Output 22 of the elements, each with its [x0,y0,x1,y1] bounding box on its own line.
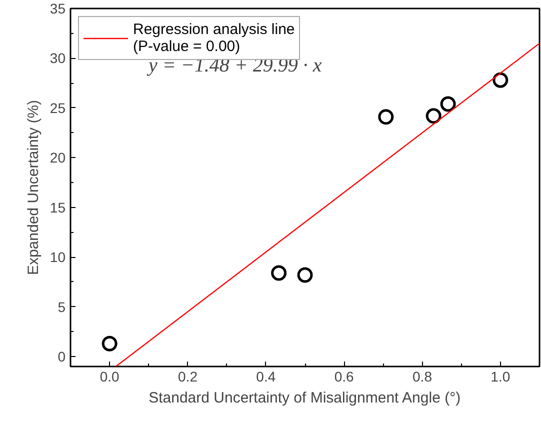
y-tick-label: 10 [50,249,66,266]
x-tick-label: 0.6 [334,368,354,384]
point [297,267,313,283]
point [271,265,287,281]
y-tick-label: 20 [50,150,66,166]
point [440,96,456,112]
x-tick-label: 0.8 [412,368,432,384]
x-axis-title: Standard Uncertainty of Misalignment Angle (°) [148,390,461,406]
point [102,336,118,352]
y-tick-label: 5 [58,298,66,315]
x-tick-label: 0.4 [256,368,276,384]
y-tick-label: 15 [50,199,66,216]
point [378,109,394,125]
y-tick-label: 25 [50,100,66,116]
x-tick-label: 0.0 [100,368,120,384]
y-tick-label: 30 [50,50,66,66]
y-tick-label: 0 [58,348,66,365]
x-tick-label: 1.0 [490,368,510,384]
legend-label: Regression analysis line (P-value = 0.00) [133,21,295,55]
y-tick-label: 35 [50,0,66,16]
x-tick-label: 0.2 [178,368,198,384]
y-axis-title: Expanded Uncertainty (%) [24,100,42,276]
